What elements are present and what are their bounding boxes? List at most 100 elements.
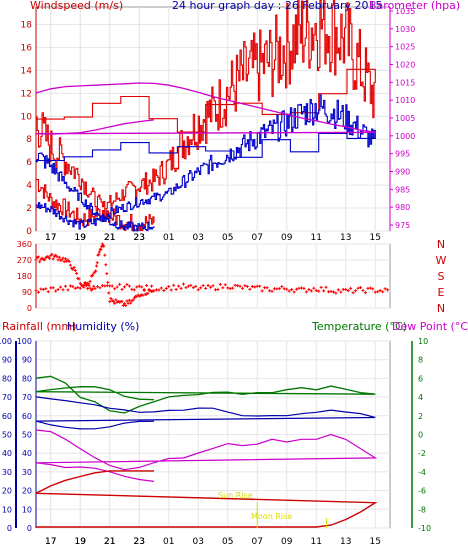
- wind-direction-point: [83, 280, 87, 284]
- temperature-axis-title: Temperature (°C): [311, 320, 407, 333]
- wind-direction-point: [162, 288, 166, 292]
- wind-direction-point: [378, 288, 382, 292]
- wind-direction-point: [376, 290, 380, 294]
- wind-direction-point: [120, 299, 124, 303]
- rainfall-line: [35, 470, 378, 528]
- wind-direction-point: [60, 258, 64, 262]
- wind-direction-point: [167, 285, 171, 289]
- rain-axis-title: Rainfall (mm): [2, 320, 76, 333]
- barometer-line: [35, 82, 376, 135]
- time-tick-label-lower: 19: [75, 537, 87, 547]
- wind-direction-point: [123, 285, 126, 289]
- wind-direction-point: [145, 284, 149, 288]
- wind-tick-label: 14: [21, 66, 33, 76]
- wind-direction-point: [68, 284, 72, 288]
- wind-direction-point: [129, 301, 133, 305]
- time-tick-label-upper: 15: [370, 233, 381, 243]
- wind-direction-point: [218, 282, 222, 286]
- rain-tick-label: 100: [0, 337, 12, 346]
- wind-direction-point: [95, 285, 99, 289]
- direction-letter-label: E: [438, 286, 445, 299]
- temperature-tick-label: -8: [418, 505, 426, 514]
- wind-direction-point: [123, 302, 126, 306]
- wind-direction-point: [104, 263, 108, 267]
- moon-rise-label: Moon Rise: [251, 512, 292, 521]
- wind-direction-point: [223, 283, 227, 287]
- wind-direction-point: [243, 284, 247, 288]
- direction-letter-label: N: [437, 238, 445, 251]
- wind-direction-point: [103, 253, 107, 257]
- wind-tick-label: 12: [21, 89, 32, 99]
- wind-direction-point: [97, 250, 101, 254]
- wind-direction-point: [201, 284, 205, 288]
- barometer-axis-title: Barometer (hpa): [369, 0, 460, 12]
- wind-direction-point: [228, 287, 232, 291]
- wind-direction-point: [277, 287, 281, 291]
- wind-direction-point: [87, 282, 91, 286]
- wind-direction-point: [334, 291, 338, 295]
- time-tick-label-upper: 11: [311, 233, 322, 243]
- temperature-tick-label: 6: [418, 374, 423, 383]
- humidity-line: [35, 396, 376, 430]
- wind-direction-point: [120, 287, 124, 291]
- wind-direction-point: [88, 286, 92, 290]
- wind-direction-point: [383, 287, 387, 291]
- wind-direction-point: [55, 255, 59, 259]
- wind-direction-point: [59, 285, 63, 289]
- humidity-tick-label: 0: [27, 524, 32, 533]
- wind-direction-point: [209, 285, 213, 289]
- wind-direction-point: [113, 301, 117, 305]
- wind-tick-label: 18: [21, 20, 33, 30]
- wind-direction-point: [196, 288, 200, 292]
- wind-direction-point: [99, 247, 103, 251]
- windspeed-average-line: [35, 94, 376, 232]
- time-tick-label-lower: 01: [163, 537, 174, 547]
- humidity-tick-label: 70: [22, 393, 32, 402]
- humidity-tick-label: 20: [22, 487, 32, 496]
- wind-direction-point: [186, 284, 190, 288]
- wind-direction-point: [66, 288, 70, 292]
- time-tick-label-upper: 05: [222, 233, 233, 243]
- wind-direction-point: [92, 284, 96, 288]
- wind-direction-point: [46, 290, 50, 294]
- wind-direction-point: [50, 252, 54, 256]
- direction-letter-label: S: [438, 270, 445, 283]
- humidity-tick-label: 10: [22, 505, 32, 514]
- wind-direction-point: [82, 285, 86, 289]
- time-tick-label-upper: 23: [134, 233, 145, 243]
- wind-direction-point: [110, 284, 114, 288]
- time-tick-label-lower: 23: [134, 537, 145, 547]
- wind-direction-point: [189, 283, 193, 287]
- wind-direction-point: [346, 289, 350, 293]
- wind-direction-point: [72, 266, 76, 270]
- wind-direction-point: [307, 288, 311, 292]
- wind-direction-point: [76, 286, 80, 290]
- wind-direction-point: [268, 289, 272, 293]
- time-tick-label-lower: 19: [75, 537, 87, 547]
- time-tick-label-lower: 03: [193, 537, 204, 547]
- wind-tick-label: 6: [26, 158, 32, 168]
- humidity-tick-label: 90: [22, 356, 32, 365]
- wind-direction-point: [111, 299, 115, 303]
- wind-direction-point: [78, 281, 82, 285]
- wind-direction-point: [336, 288, 340, 292]
- wind-direction-point: [94, 269, 98, 273]
- wind-direction-point: [216, 287, 220, 291]
- barometer-tick-label: 975: [395, 221, 410, 230]
- wind-direction-point: [339, 290, 343, 294]
- time-tick-label-upper: 21: [104, 233, 115, 243]
- time-tick-label-lower: 23: [134, 537, 145, 547]
- wind-direction-point: [292, 290, 296, 294]
- wind-direction-point: [295, 287, 299, 291]
- sun-rise-label: Sun Rise: [218, 491, 253, 500]
- wind-direction-point: [287, 289, 291, 293]
- wind-direction-point: [151, 289, 155, 293]
- direction-tick-label: 0: [27, 304, 32, 313]
- time-tick-label-upper: 19: [75, 233, 87, 243]
- wind-direction-point: [100, 242, 104, 246]
- wind-direction-point: [64, 284, 67, 288]
- windspeed-line: [35, 0, 376, 232]
- wind-direction-point: [253, 285, 257, 289]
- chart-marks: [34, 0, 390, 528]
